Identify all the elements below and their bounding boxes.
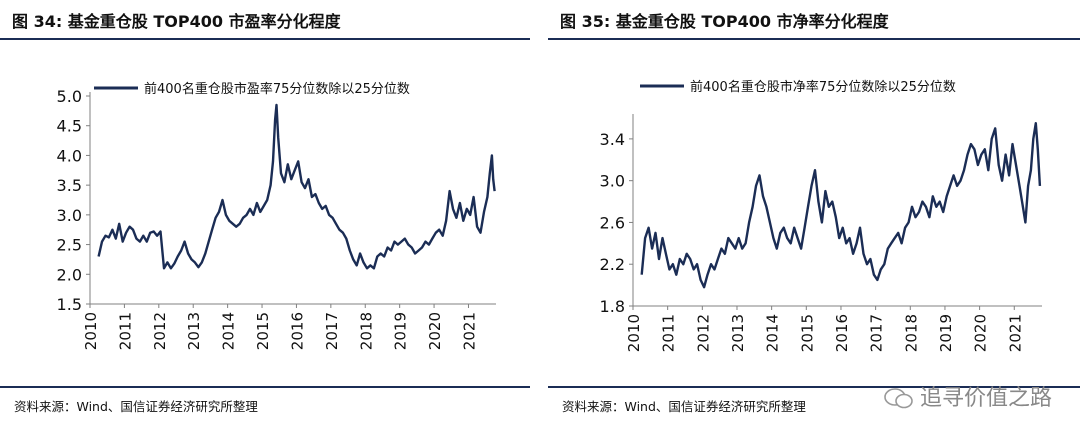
figure-title: 图 35: 基金重仓股 TOP400 市净率分化程度 <box>560 12 889 31</box>
x-tick-label: 2015 <box>254 312 272 350</box>
title-rule <box>548 38 1080 40</box>
x-tick-label: 2013 <box>185 312 203 350</box>
x-tick-label: 2012 <box>694 314 712 352</box>
x-tick-label: 2016 <box>833 314 851 352</box>
y-tick-label: 5.0 <box>57 87 82 106</box>
pe-dispersion-chart: 1.5 2.0 2.5 3.0 3.5 4.0 4.5 5.0 2010 2011 2012 2013… <box>57 81 496 350</box>
x-tick-label: 2010 <box>625 314 643 352</box>
watermark: 追寻价值之路 <box>884 380 1052 412</box>
x-tick-label: 2017 <box>868 314 886 352</box>
x-tick-label: 2011 <box>116 312 134 350</box>
chart-panel-pb: 图 35: 基金重仓股 TOP400 市净率分化程度 1.8 2.2 2.6 3.0 3… <box>548 0 1080 441</box>
pb-dispersion-chart: 1.8 2.2 2.6 3.0 3.4 2010 2011 2012 2013 2014 2015 2… <box>600 79 1042 352</box>
y-tick-label: 3.5 <box>57 176 82 195</box>
y-tick-label: 4.0 <box>57 146 82 165</box>
x-tick-label: 2020 <box>426 312 444 350</box>
y-tick-label: 1.5 <box>57 295 82 314</box>
x-tick-label: 2013 <box>729 314 747 352</box>
y-tick-label: 3.0 <box>600 172 625 191</box>
y-tick-label: 3.4 <box>600 130 625 149</box>
x-tick-label: 2015 <box>798 314 816 352</box>
x-tick-label: 2014 <box>220 312 238 350</box>
source-note: 资料来源：Wind、国信证券经济研究所整理 <box>562 399 806 414</box>
x-tick-label: 2019 <box>392 312 410 350</box>
y-tick-label: 2.2 <box>600 255 625 274</box>
figure-title: 图 34: 基金重仓股 TOP400 市盈率分化程度 <box>12 12 341 31</box>
y-tick-label: 4.5 <box>57 117 82 136</box>
legend-label: 前400名重仓股市净率75分位数除以25分位数 <box>690 79 956 95</box>
source-note: 资料来源：Wind、国信证券经济研究所整理 <box>14 399 258 414</box>
x-tick-label: 2017 <box>323 312 341 350</box>
x-tick-label: 2020 <box>972 314 990 352</box>
y-tick-label: 3.0 <box>57 206 82 225</box>
legend-label: 前400名重仓股市盈率75分位数除以25分位数 <box>144 81 410 97</box>
x-tick-label: 2014 <box>764 314 782 352</box>
chat-bubble-icon <box>884 388 914 410</box>
x-tick-label: 2012 <box>151 312 169 350</box>
x-tick-label: 2010 <box>82 312 100 350</box>
x-tick-label: 2021 <box>460 312 478 350</box>
source-rule <box>548 386 1080 388</box>
title-rule <box>0 38 530 40</box>
x-tick-label: 2011 <box>660 314 678 352</box>
source-rule <box>0 386 530 388</box>
x-tick-label: 2021 <box>1006 314 1024 352</box>
watermark-text: 追寻价值之路 <box>919 386 1052 411</box>
y-tick-label: 2.5 <box>57 236 82 255</box>
y-tick-label: 2.0 <box>57 265 82 284</box>
series-line <box>640 121 1042 289</box>
x-tick-label: 2018 <box>357 312 375 350</box>
chart-panel-pe: 图 34: 基金重仓股 TOP400 市盈率分化程度 1.5 2.0 2.5 3.0 3… <box>0 0 530 441</box>
x-tick-label: 2019 <box>937 314 955 352</box>
y-tick-label: 1.8 <box>600 297 625 316</box>
x-tick-label: 2018 <box>902 314 920 352</box>
series-line <box>97 103 496 270</box>
x-tick-label: 2016 <box>288 312 306 350</box>
y-tick-label: 2.6 <box>600 213 625 232</box>
